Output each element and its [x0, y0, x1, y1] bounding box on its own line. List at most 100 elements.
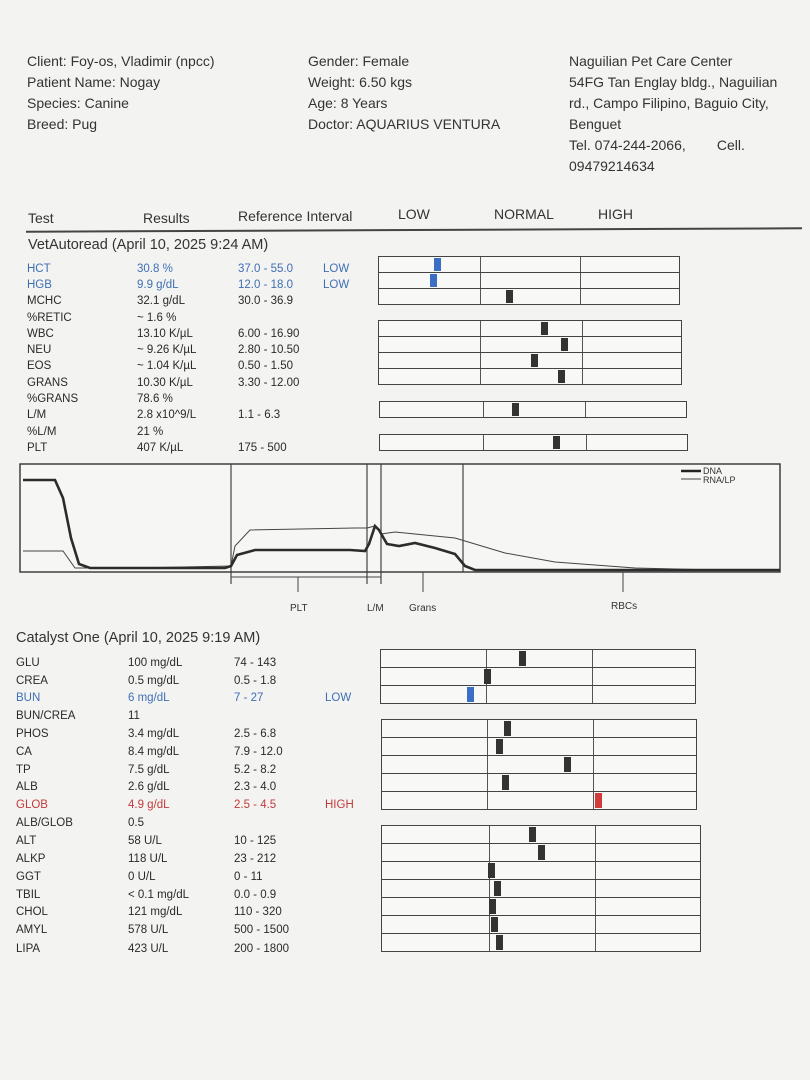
client-info: Client: Foy-os, Vladimir (npcc) Patient … — [27, 51, 215, 135]
range-bar — [380, 667, 696, 686]
label-lm: L/M — [367, 603, 384, 614]
test-reference: 200 - 1800 — [234, 943, 289, 955]
result-marker — [496, 935, 504, 950]
test-reference: 6.00 - 16.90 — [238, 328, 300, 340]
range-divider — [595, 916, 597, 933]
test-name: NEU — [27, 344, 52, 356]
range-divider — [580, 289, 582, 304]
test-result: ~ 1.04 K/µL — [137, 360, 197, 372]
range-divider — [595, 880, 597, 897]
range-divider — [595, 862, 597, 879]
test-name: TP — [16, 764, 31, 776]
test-name: TBIL — [16, 889, 41, 901]
result-marker — [538, 845, 545, 860]
result-marker — [430, 274, 438, 287]
test-result: 118 U/L — [128, 853, 168, 865]
breed: Breed: Pug — [27, 116, 98, 132]
test-name: ALB — [16, 781, 38, 793]
test-result: 2.6 g/dL — [128, 781, 170, 793]
test-name: HCT — [27, 263, 51, 275]
test-result: < 0.1 mg/dL — [128, 889, 190, 901]
range-divider — [592, 792, 594, 809]
range-divider — [580, 257, 582, 272]
range-divider — [585, 402, 587, 417]
test-reference: 2.5 - 6.8 — [234, 728, 277, 740]
range-divider — [486, 650, 488, 667]
test-result: 121 mg/dL — [128, 906, 183, 918]
test-name: %RETIC — [27, 312, 72, 324]
age: Age: 8 Years — [308, 95, 388, 111]
clinic-line: 09479214634 — [569, 158, 655, 174]
result-marker — [541, 322, 549, 335]
dna-curve — [23, 478, 780, 572]
legend-dna: DNA — [703, 466, 722, 476]
range-divider — [488, 916, 490, 933]
test-reference: 37.0 - 55.0 — [238, 263, 293, 275]
range-bar — [381, 737, 697, 756]
test-reference: 7.9 - 12.0 — [234, 746, 283, 758]
range-divider — [595, 934, 597, 951]
clinic-line: Benguet — [569, 116, 622, 132]
test-result: 0.5 — [128, 817, 144, 829]
range-divider — [487, 720, 489, 737]
result-marker — [488, 899, 496, 914]
range-divider — [479, 273, 481, 288]
test-name: GRANS — [27, 377, 68, 389]
label-rbcs: RBCs — [611, 601, 637, 612]
range-bar — [378, 368, 682, 385]
range-bar — [381, 915, 701, 934]
range-divider — [591, 686, 593, 703]
range-bar — [381, 843, 701, 862]
test-flag: LOW — [325, 692, 352, 704]
gender: Gender: Female — [308, 53, 410, 69]
range-divider — [480, 321, 482, 336]
range-bar — [380, 685, 696, 704]
test-result: 13.10 K/µL — [137, 328, 193, 340]
result-marker — [519, 651, 527, 666]
test-name: PLT — [27, 442, 48, 454]
range-divider — [581, 353, 583, 368]
test-result: 9.9 g/dL — [137, 279, 179, 291]
range-divider — [592, 738, 594, 755]
test-name: AMYL — [16, 924, 48, 936]
test-reference: 0.5 - 1.8 — [234, 675, 277, 687]
range-divider — [487, 756, 489, 773]
test-result: 0.5 mg/dL — [128, 675, 180, 687]
test-name: BUN/CREA — [16, 710, 76, 722]
clinic-line: 54FG Tan Englay bldg., Naguilian — [569, 74, 778, 90]
result-marker — [484, 669, 492, 684]
result-marker — [594, 793, 602, 808]
range-divider — [581, 321, 583, 336]
col-normal: NORMAL — [494, 206, 554, 222]
test-name: GLOB — [16, 799, 48, 811]
test-result: ~ 9.26 K/µL — [137, 344, 197, 356]
test-name: %GRANS — [27, 393, 79, 405]
test-name: LIPA — [16, 943, 41, 955]
test-reference: 110 - 320 — [234, 906, 282, 918]
test-result: 6 mg/dL — [128, 692, 170, 704]
test-reference: 74 - 143 — [234, 657, 277, 669]
test-name: L/M — [27, 409, 47, 421]
test-result: 30.8 % — [137, 263, 173, 275]
test-result: ~ 1.6 % — [137, 312, 177, 324]
range-bar — [381, 897, 701, 916]
result-marker — [487, 863, 495, 878]
test-result: 58 U/L — [128, 835, 162, 847]
test-name: CA — [16, 746, 32, 758]
test-name: %L/M — [27, 426, 57, 438]
range-divider — [595, 844, 597, 861]
test-name: WBC — [27, 328, 54, 340]
range-divider — [487, 792, 489, 809]
test-name: ALB/GLOB — [16, 817, 73, 829]
range-divider — [480, 369, 482, 384]
range-divider — [592, 756, 594, 773]
range-divider — [488, 880, 490, 897]
range-bar — [380, 649, 696, 668]
test-name: MCHC — [27, 295, 62, 307]
test-result: 32.1 g/dL — [137, 295, 185, 307]
clinic-line: Naguilian Pet Care Center — [569, 53, 733, 69]
test-name: HGB — [27, 279, 52, 291]
test-flag: HIGH — [325, 799, 354, 811]
col-high: HIGH — [598, 206, 633, 222]
test-name: CREA — [16, 675, 48, 687]
